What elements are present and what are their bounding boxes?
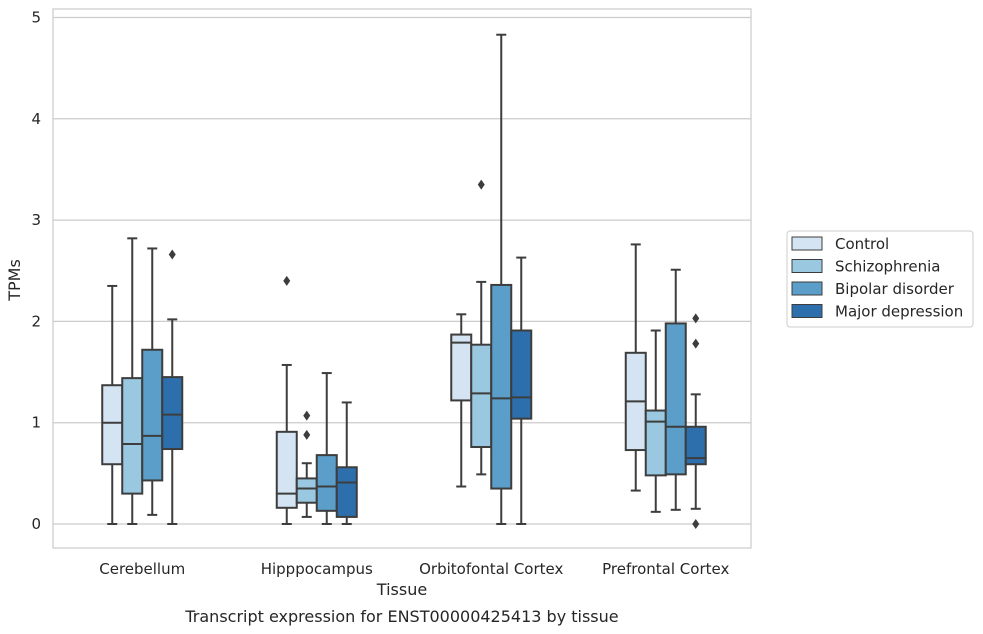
outlier-point xyxy=(303,429,311,440)
box xyxy=(295,410,318,518)
box xyxy=(161,249,184,525)
box-iqr xyxy=(644,409,667,477)
legend-item: Bipolar disorder xyxy=(791,280,955,298)
x-tick-label: Hipppocampus xyxy=(261,560,373,578)
legend: Control Schizophrenia Bipolar disorder Majo… xyxy=(786,230,974,328)
box-series xyxy=(101,33,707,529)
box xyxy=(335,401,358,525)
box xyxy=(510,256,533,525)
box xyxy=(684,313,707,529)
x-tick-label: Prefrontal Cortex xyxy=(602,560,729,578)
legend-swatch xyxy=(791,236,823,251)
y-tick-label: 5 xyxy=(31,9,41,27)
y-tick-label: 2 xyxy=(31,312,41,330)
box xyxy=(664,268,687,511)
box-iqr xyxy=(510,329,533,420)
legend-item: Control xyxy=(791,235,889,253)
box-iqr xyxy=(684,425,707,466)
outlier-point xyxy=(692,519,700,529)
outlier-point xyxy=(477,179,485,190)
plot-frame xyxy=(52,8,752,549)
x-tick-label: Orbitofontal Cortex xyxy=(419,560,563,578)
legend-item: Schizophrenia xyxy=(791,258,940,276)
box-iqr xyxy=(470,343,493,449)
y-axis-ticks: 0 1 2 3 4 5 xyxy=(31,9,41,534)
box xyxy=(101,284,124,525)
series-major-depression xyxy=(161,249,707,529)
legend-label: Major depression xyxy=(835,303,963,321)
series-bipolar-disorder xyxy=(141,33,687,525)
chart-title: Transcript expression for ENST0000042541… xyxy=(184,607,618,626)
outlier-point xyxy=(303,410,311,421)
box xyxy=(141,247,164,516)
box-iqr xyxy=(141,348,164,482)
box xyxy=(490,33,513,525)
legend-swatch xyxy=(791,259,823,273)
legend-label: Control xyxy=(835,235,889,253)
legend-item: Major depression xyxy=(791,303,963,321)
y-tick-label: 3 xyxy=(31,211,41,229)
box-iqr xyxy=(275,430,298,509)
outlier-point xyxy=(168,249,176,260)
box xyxy=(624,243,647,492)
outlier-point xyxy=(283,275,291,286)
box-iqr xyxy=(335,466,358,518)
y-tick-label: 4 xyxy=(31,110,41,128)
box-iqr xyxy=(121,377,144,495)
legend-swatch xyxy=(791,281,823,296)
box-iqr xyxy=(315,454,338,512)
box xyxy=(121,237,144,525)
box-iqr xyxy=(161,376,184,451)
x-axis-ticks: Cerebellum Hipppocampus Orbitofontal Corte… xyxy=(99,560,729,578)
series-control xyxy=(101,243,647,525)
box-iqr xyxy=(101,384,124,466)
legend-label: Bipolar disorder xyxy=(835,280,955,298)
y-tick-label: 1 xyxy=(31,414,41,432)
box xyxy=(315,372,338,525)
box-iqr xyxy=(295,477,318,504)
x-axis-label: Tissue xyxy=(376,580,427,599)
box xyxy=(275,275,298,525)
box-iqr xyxy=(664,322,687,476)
legend-box xyxy=(786,230,974,328)
outlier-point xyxy=(692,313,700,324)
outlier-point xyxy=(692,338,700,349)
box-iqr xyxy=(490,283,513,490)
y-tick-label: 0 xyxy=(31,515,41,533)
y-axis-label: TPMs xyxy=(5,259,24,302)
legend-label: Schizophrenia xyxy=(835,258,940,276)
x-tick-label: Cerebellum xyxy=(99,560,185,578)
legend-swatch xyxy=(791,304,823,318)
box-iqr xyxy=(450,333,473,402)
